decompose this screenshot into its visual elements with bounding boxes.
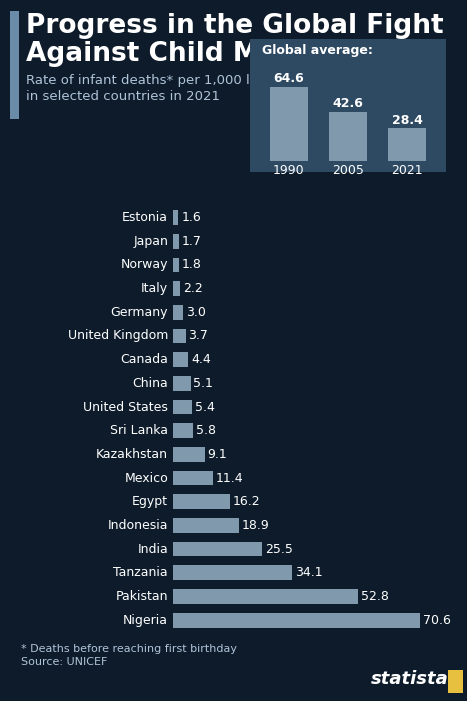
Bar	[329, 112, 367, 161]
Text: 3.7: 3.7	[189, 329, 208, 343]
Text: India: India	[137, 543, 168, 556]
Bar	[173, 234, 179, 249]
Text: Egypt: Egypt	[132, 495, 168, 508]
Text: Italy: Italy	[141, 282, 168, 295]
Bar	[173, 353, 188, 367]
Text: 34.1: 34.1	[295, 566, 323, 579]
Text: Canada: Canada	[120, 353, 168, 366]
Text: Nigeria: Nigeria	[123, 613, 168, 627]
Text: Against Child Mortality: Against Child Mortality	[26, 41, 368, 67]
Bar	[173, 329, 186, 343]
Bar	[173, 589, 358, 604]
Text: Kazakhstan: Kazakhstan	[96, 448, 168, 461]
Text: Pakistan: Pakistan	[116, 590, 168, 603]
Bar	[173, 305, 183, 320]
Bar	[173, 257, 179, 272]
Text: 1.7: 1.7	[182, 235, 201, 247]
Bar	[173, 471, 212, 485]
Text: 1.6: 1.6	[181, 211, 201, 224]
Text: 28.4: 28.4	[392, 114, 423, 127]
Text: 11.4: 11.4	[215, 472, 243, 484]
Text: 5.1: 5.1	[193, 377, 213, 390]
Text: Mexico: Mexico	[124, 472, 168, 484]
Bar	[173, 566, 292, 580]
Text: Progress in the Global Fight: Progress in the Global Fight	[26, 13, 443, 39]
Bar	[173, 542, 262, 557]
Text: 3.0: 3.0	[186, 306, 206, 319]
Text: China: China	[132, 377, 168, 390]
Text: in selected countries in 2021: in selected countries in 2021	[26, 90, 219, 103]
Text: United States: United States	[83, 400, 168, 414]
Text: 1.8: 1.8	[182, 259, 202, 271]
Bar	[173, 210, 178, 225]
Bar	[173, 281, 180, 296]
Text: 2.2: 2.2	[183, 282, 203, 295]
Text: Germany: Germany	[111, 306, 168, 319]
Text: 70.6: 70.6	[423, 613, 451, 627]
Bar	[173, 376, 191, 390]
Text: Source: UNICEF: Source: UNICEF	[21, 657, 107, 667]
Text: United Kingdom: United Kingdom	[68, 329, 168, 343]
Bar	[173, 400, 192, 414]
Text: 9.1: 9.1	[207, 448, 227, 461]
Text: 5.8: 5.8	[196, 424, 216, 437]
Text: Global average:: Global average:	[262, 44, 372, 57]
Bar	[173, 518, 239, 533]
Bar	[173, 423, 193, 438]
Text: statista: statista	[371, 670, 448, 688]
Text: 5.4: 5.4	[194, 400, 214, 414]
Text: Indonesia: Indonesia	[107, 519, 168, 532]
Bar	[388, 128, 426, 161]
Text: 25.5: 25.5	[265, 543, 293, 556]
Text: 18.9: 18.9	[242, 519, 269, 532]
Text: 64.6: 64.6	[273, 72, 304, 85]
Text: * Deaths before reaching first birthday: * Deaths before reaching first birthday	[21, 644, 237, 653]
Bar	[173, 613, 420, 627]
Bar	[173, 494, 229, 509]
Text: 42.6: 42.6	[333, 97, 363, 110]
Text: Japan: Japan	[133, 235, 168, 247]
Text: 16.2: 16.2	[233, 495, 260, 508]
Bar	[269, 87, 308, 161]
Bar	[173, 447, 205, 462]
Text: Norway: Norway	[120, 259, 168, 271]
Text: 4.4: 4.4	[191, 353, 211, 366]
Text: Estonia: Estonia	[122, 211, 168, 224]
Text: Tanzania: Tanzania	[113, 566, 168, 579]
Text: 52.8: 52.8	[361, 590, 389, 603]
Text: Rate of infant deaths* per 1,000 live births: Rate of infant deaths* per 1,000 live bi…	[26, 74, 312, 87]
Text: Sri Lanka: Sri Lanka	[110, 424, 168, 437]
